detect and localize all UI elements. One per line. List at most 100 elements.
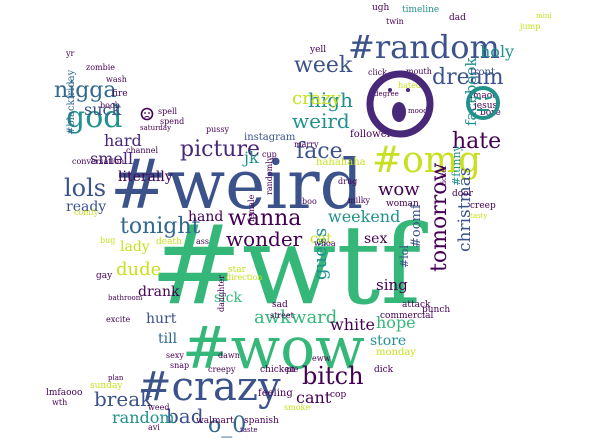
cloud-word: weird xyxy=(292,109,350,133)
cloud-word: female xyxy=(247,194,256,222)
cloud-word: god xyxy=(66,100,122,135)
cloud-word: eww xyxy=(312,354,331,363)
cloud-word: whoa xyxy=(314,239,336,248)
cloud-word: literally xyxy=(118,169,173,185)
cloud-word: dude xyxy=(116,259,161,280)
cloud-word: awkward xyxy=(254,307,337,328)
cloud-word: wow xyxy=(378,179,420,200)
cloud-word: jk xyxy=(242,148,259,167)
cloud-word: avi xyxy=(148,423,160,432)
cloud-word: taste xyxy=(240,426,258,434)
cloud-word: excite xyxy=(106,315,131,324)
cloud-word: spend xyxy=(160,117,184,126)
cloud-word: #omg xyxy=(372,140,481,181)
cloud-word: #wow xyxy=(182,314,365,382)
cloud-word: sing xyxy=(376,276,408,294)
cloud-word: sexy xyxy=(166,351,184,360)
cloud-word: tasty xyxy=(470,212,487,220)
cloud-word: weed xyxy=(148,403,169,412)
cloud-word: #crazy xyxy=(138,364,281,410)
cloud-word: hahahaha xyxy=(316,157,366,168)
cloud-word: lmaoo xyxy=(470,91,498,101)
cloud-word: yr xyxy=(65,49,75,58)
cloud-word: mood xyxy=(408,107,428,115)
cloud-word: randomly xyxy=(265,156,274,195)
cloud-word: door xyxy=(452,189,474,199)
cloud-word: break xyxy=(94,387,153,411)
cloud-word: holy xyxy=(480,42,514,61)
cloud-word: bathroom xyxy=(108,294,143,302)
cloud-word: high xyxy=(308,88,353,112)
cloud-word: front xyxy=(470,67,495,78)
cloud-word: #wtf xyxy=(150,201,429,329)
cloud-word: punch xyxy=(422,305,450,315)
cloud-word: #funny xyxy=(450,144,463,186)
cloud-word: cop xyxy=(330,390,346,400)
cloud-word: tonight xyxy=(120,214,201,239)
cloud-word: conversation xyxy=(72,157,124,166)
sad-face-icon xyxy=(140,107,154,121)
cloud-word: snap xyxy=(170,361,189,370)
cloud-word: jesus xyxy=(473,101,498,111)
cloud-word: zombie xyxy=(86,63,115,72)
cloud-word: hurt xyxy=(146,311,177,327)
cloud-word: star xyxy=(228,265,247,275)
cloud-word: hated xyxy=(398,81,421,90)
cloud-word: dad xyxy=(449,13,466,23)
cloud-word: o_0 xyxy=(208,413,246,438)
cloud-word: mini xyxy=(536,12,552,20)
cloud-word: hate xyxy=(452,129,501,154)
cloud-word: store xyxy=(370,333,406,349)
cloud-word: walmart xyxy=(196,416,234,426)
cloud-word: mouth xyxy=(406,67,432,76)
cloud-word: jump xyxy=(519,22,540,31)
cloud-word: channel xyxy=(126,146,158,155)
cloud-word: #weird xyxy=(110,146,363,225)
cloud-word: random xyxy=(112,408,175,427)
cloud-word: ass xyxy=(196,237,209,246)
cloud-word: hope xyxy=(376,313,416,332)
cloud-word: bitch xyxy=(302,362,364,390)
cloud-word: lols xyxy=(64,174,106,202)
cloud-word: sad xyxy=(272,300,288,310)
cloud-word: christmas xyxy=(455,167,475,252)
cloud-word: suck xyxy=(84,100,121,119)
cloud-word: picture xyxy=(180,137,260,162)
cloud-word: gay xyxy=(96,271,113,281)
cloud-word: wanna xyxy=(228,206,301,231)
cloud-word: crazy xyxy=(292,88,342,109)
cloud-word: white xyxy=(330,315,375,334)
cloud-word: sex xyxy=(364,231,387,247)
cloud-word: attack xyxy=(402,300,431,310)
cloud-word: yell xyxy=(309,45,326,55)
cloud-word: drug xyxy=(338,177,357,186)
cloud-word: ugh xyxy=(372,3,390,13)
cloud-word: week xyxy=(294,53,353,78)
cloud-word: dawn xyxy=(218,351,240,360)
cloud-word: sick xyxy=(214,290,243,306)
cloud-word: cup xyxy=(262,150,277,159)
cloud-word: street xyxy=(270,311,295,320)
cloud-word: ready xyxy=(66,199,106,215)
cloud-word: monday xyxy=(376,347,416,358)
cloud-word: daughter xyxy=(217,275,226,312)
cloud-word: smell xyxy=(90,149,133,168)
cloud-word: guess xyxy=(310,228,331,280)
cloud-word: comfy xyxy=(74,208,99,217)
cloud-word: cat xyxy=(310,231,332,247)
cloud-word: dick xyxy=(374,365,394,375)
cloud-word: hard xyxy=(104,131,142,150)
cloud-word: twin xyxy=(386,17,404,26)
cloud-word: death xyxy=(156,237,182,247)
cloud-word: dream xyxy=(432,65,504,90)
cloud-word: bore xyxy=(480,108,501,118)
cloud-word: bug xyxy=(100,236,115,245)
cloud-word: plan xyxy=(108,374,124,382)
cloud-word: pie xyxy=(286,365,299,374)
cloud-word: chicken xyxy=(260,365,296,375)
cloud-word: wash xyxy=(106,75,127,84)
cloud-word: #lol xyxy=(398,245,411,268)
cloud-word: #oomf xyxy=(409,203,424,248)
cloud-word: commercial xyxy=(380,311,433,321)
